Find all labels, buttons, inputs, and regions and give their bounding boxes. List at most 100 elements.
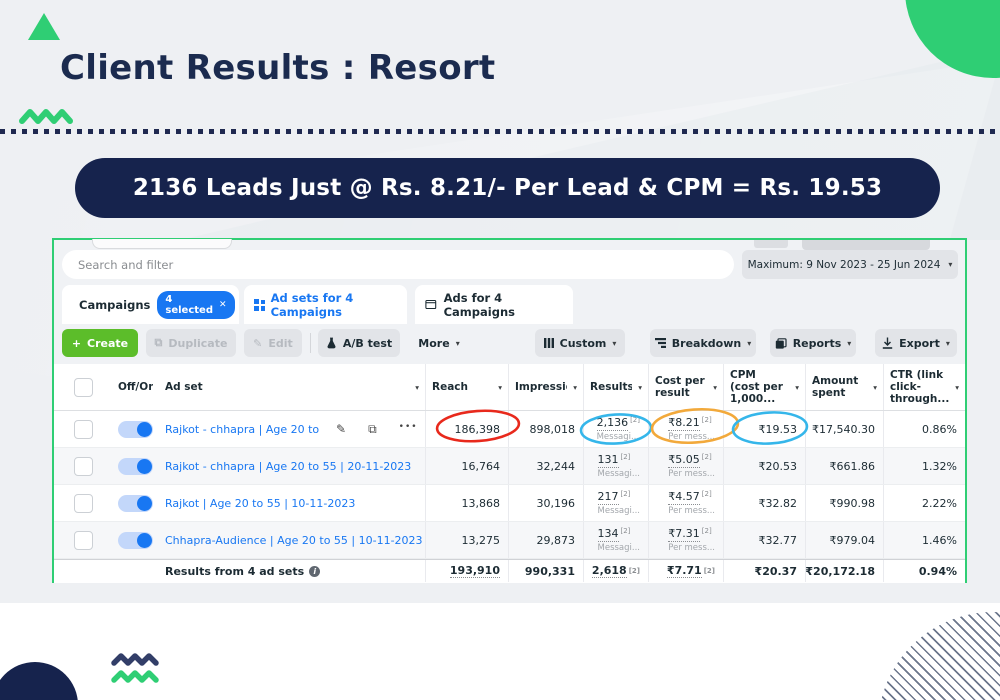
tab-campaigns[interactable]: Campaigns 4 selected ✕ — [62, 285, 239, 324]
info-icon[interactable]: i — [309, 565, 321, 577]
cost-per-result-cell: ₹7.31 [2] Per mess... — [648, 522, 723, 558]
pencil-icon[interactable]: ✎ — [336, 421, 347, 436]
adset-link[interactable]: Rajkot | Age 20 to 55 | 10-11-2023 — [165, 496, 356, 510]
footer-reach: 193,910 — [425, 560, 508, 582]
row-checkbox[interactable] — [73, 530, 93, 550]
column-header-results[interactable]: Results ▾ — [583, 364, 648, 410]
custom-columns-button[interactable]: Custom ▾ — [535, 329, 625, 357]
copy-icon[interactable]: ⧉ — [368, 421, 377, 436]
row-checkbox[interactable] — [73, 456, 93, 476]
sort-icon[interactable]: ▾ — [873, 382, 877, 392]
impressions-value: 898,018 — [508, 411, 583, 447]
ctr-value: 1.46% — [883, 522, 965, 558]
sort-icon[interactable]: ▾ — [573, 382, 577, 392]
more-button[interactable]: More ▾ — [410, 329, 468, 357]
results-sub-label: Messagi... — [597, 542, 641, 553]
ctr-value: 0.86% — [883, 411, 965, 447]
cost-sub-label: Per mess... — [668, 542, 715, 553]
results-banner: 2136 Leads Just @ Rs. 8.21/- Per Lead & … — [75, 158, 940, 218]
sort-icon[interactable]: ▾ — [713, 382, 717, 392]
reach-value: 13,868 — [425, 485, 508, 521]
column-header-ad-set[interactable]: Ad set ▾ — [165, 381, 419, 393]
impressions-value: 32,244 — [508, 448, 583, 484]
chevron-down-icon: ▾ — [747, 338, 752, 348]
adset-toggle[interactable] — [118, 531, 153, 549]
more-label: More — [418, 336, 450, 350]
reports-icon — [775, 337, 787, 349]
export-button[interactable]: Export ▾ — [875, 329, 957, 357]
toolbar: + Create ⧉ Duplicate ✎ Edit A/B test Mor… — [54, 327, 965, 360]
search-input[interactable] — [62, 250, 734, 279]
badge-label: 4 selected — [165, 293, 213, 316]
amount-spent-value: ₹661.86 — [805, 448, 883, 484]
download-icon — [882, 337, 893, 349]
column-header-cpm[interactable]: CPM (cost per 1,000... ▾ — [723, 364, 805, 410]
footnote: [2] — [701, 527, 712, 536]
window-icon — [425, 299, 437, 310]
results-cell: 134 [2] Messagi... — [583, 522, 648, 558]
results-cell: 2,136 [2] Messagi... — [583, 411, 648, 447]
adset-toggle[interactable] — [118, 494, 153, 512]
tab-adsets[interactable]: Ad sets for 4 Campaigns — [244, 285, 407, 324]
adset-toggle[interactable] — [118, 420, 153, 438]
date-range-label: Maximum: 9 Nov 2023 - 25 Jun 2024 — [747, 258, 941, 271]
footnote: [2] — [620, 490, 631, 499]
column-header-amount-spent[interactable]: Amount spent ▾ — [805, 364, 883, 410]
duplicate-button[interactable]: ⧉ Duplicate — [146, 329, 236, 357]
cost-per-result-cell: ₹4.57 [2] Per mess... — [648, 485, 723, 521]
footnote: [2] — [620, 527, 631, 536]
row-checkbox[interactable] — [73, 419, 93, 439]
bottom-strip — [0, 603, 1000, 700]
impressions-value: 30,196 — [508, 485, 583, 521]
edit-label: Edit — [268, 336, 293, 350]
tab-campaigns-label: Campaigns — [79, 297, 151, 312]
breakdown-button[interactable]: Breakdown ▾ — [650, 329, 756, 357]
ab-test-button[interactable]: A/B test — [318, 329, 400, 357]
cpm-value: ₹32.82 — [723, 485, 805, 521]
sort-icon[interactable]: ▾ — [795, 382, 799, 392]
create-button[interactable]: + Create — [62, 329, 138, 357]
page-title: Client Results : Resort — [60, 48, 496, 88]
flask-icon — [327, 337, 336, 349]
grid-icon — [254, 298, 265, 311]
footnote: [2] — [620, 453, 631, 462]
ab-test-label: A/B test — [342, 336, 393, 350]
column-header-cost-per-result[interactable]: Cost per result ▾ — [648, 364, 723, 410]
cost-sub-label: Per mess... — [668, 505, 715, 516]
table-header-row: Off/On Ad set ▾ Reach ▾ Impressions ▾ Re… — [54, 364, 965, 411]
footnote: [2] — [701, 490, 712, 499]
table-footer-row: Results from 4 ad sets i 193,910 990,331… — [54, 559, 965, 582]
date-range-selector[interactable]: Maximum: 9 Nov 2023 - 25 Jun 2024 ▾ — [742, 250, 958, 279]
column-header-off-on: Off/On — [118, 381, 153, 393]
cutoff-element — [754, 240, 788, 248]
sort-icon[interactable]: ▾ — [638, 382, 642, 392]
reports-button[interactable]: Reports ▾ — [770, 329, 856, 357]
sort-icon[interactable]: ▾ — [415, 382, 419, 392]
tab-ads[interactable]: Ads for 4 Campaigns — [415, 285, 573, 324]
column-header-ctr[interactable]: CTR (link click-through... ▾ — [883, 364, 965, 410]
selected-filter-badge[interactable]: 4 selected ✕ — [157, 290, 235, 319]
footer-ctr: 0.94% — [883, 560, 965, 582]
more-options-icon[interactable]: ••• — [398, 421, 418, 432]
results-sub-label: Messagi... — [597, 505, 641, 516]
reach-value: 16,764 — [425, 448, 508, 484]
row-checkbox[interactable] — [73, 493, 93, 513]
adset-link[interactable]: Rajkot - chhapra | Age 20 to... — [165, 422, 320, 436]
cutoff-element — [92, 239, 232, 249]
footer-cpm: ₹20.37 — [723, 560, 805, 582]
navy-squiggle-decoration — [111, 653, 159, 666]
select-all-checkbox[interactable] — [73, 377, 93, 397]
sort-icon[interactable]: ▾ — [498, 382, 502, 392]
adset-link[interactable]: Rajkot - chhapra | Age 20 to 55 | 20-11-… — [165, 459, 412, 473]
tab-bar: Campaigns 4 selected ✕ Ad sets for 4 Cam… — [54, 285, 965, 324]
adset-toggle[interactable] — [118, 457, 153, 475]
amount-spent-value: ₹979.04 — [805, 522, 883, 558]
column-header-reach[interactable]: Reach ▾ — [425, 364, 508, 410]
close-icon[interactable]: ✕ — [218, 299, 227, 310]
chevron-down-icon: ▾ — [945, 338, 950, 348]
column-header-impressions[interactable]: Impressions ▾ — [508, 364, 583, 410]
export-label: Export — [899, 336, 940, 350]
sort-icon[interactable]: ▾ — [955, 382, 959, 392]
adset-link[interactable]: Chhapra-Audience | Age 20 to 55 | 10-11-… — [165, 533, 423, 547]
edit-button[interactable]: ✎ Edit — [244, 329, 302, 357]
